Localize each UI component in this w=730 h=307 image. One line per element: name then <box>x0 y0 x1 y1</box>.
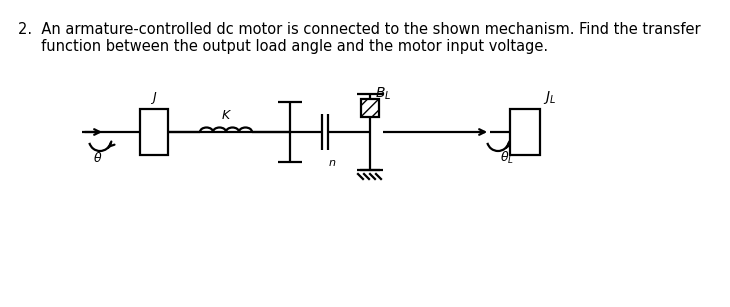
Bar <box>140 109 168 155</box>
Text: K: K <box>222 109 230 122</box>
Text: $J_L$: $J_L$ <box>543 89 556 106</box>
Text: $B_L$: $B_L$ <box>375 86 391 102</box>
Text: $\theta$: $\theta$ <box>93 151 102 165</box>
Text: function between the output load angle and the motor input voltage.: function between the output load angle a… <box>18 39 548 54</box>
Text: $\theta_L$: $\theta_L$ <box>500 150 514 166</box>
Text: 2.  An armature-controlled dc motor is connected to the shown mechanism. Find th: 2. An armature-controlled dc motor is co… <box>18 22 701 37</box>
Bar <box>510 109 540 155</box>
Bar <box>361 99 379 117</box>
Text: J: J <box>152 91 156 104</box>
Text: n: n <box>329 158 336 168</box>
